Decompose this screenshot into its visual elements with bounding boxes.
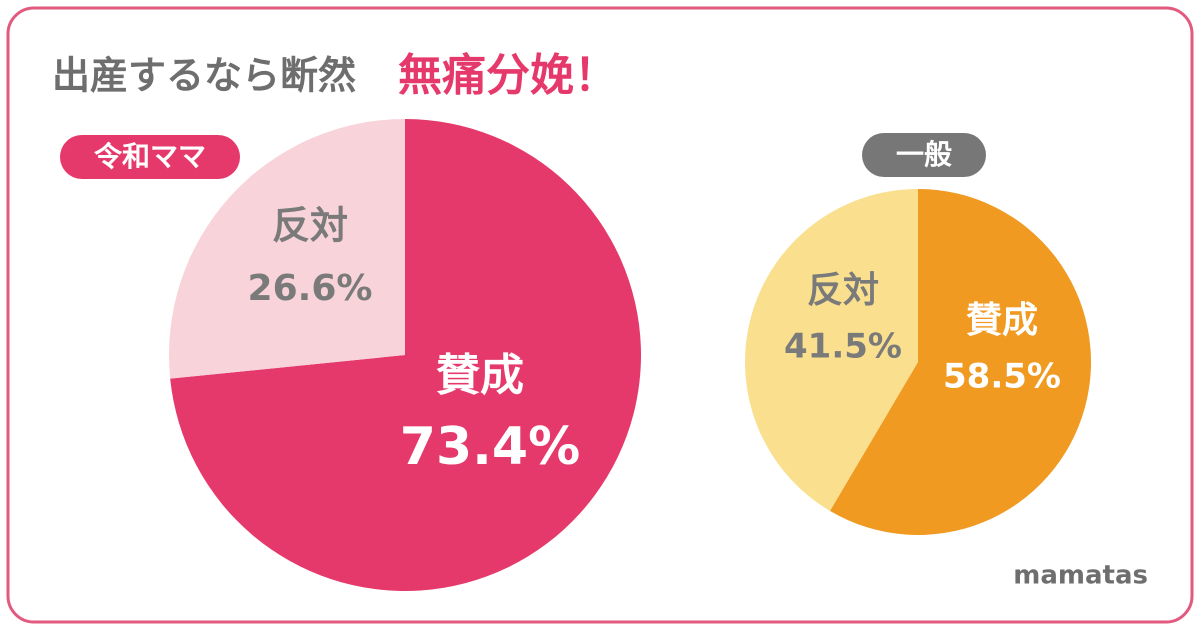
pie-slice — [168, 119, 405, 379]
slice-value-label: 73.4% — [400, 417, 580, 477]
slice-category: 反対 — [807, 270, 879, 311]
title-highlight: 無痛分娩！ — [398, 50, 618, 101]
pie-slice — [745, 189, 918, 511]
brand: mamatas — [1013, 561, 1148, 591]
slice-value-label: 41.5% — [784, 327, 902, 367]
slice-value-label: 58.5% — [943, 357, 1061, 397]
title: 出産するなら断然 — [52, 54, 356, 98]
group-label: 令和ママ — [94, 140, 206, 173]
pie-slice — [170, 119, 641, 591]
group-badge — [862, 133, 986, 177]
slice-category: 賛成 — [436, 350, 524, 401]
pie-slice — [829, 189, 1091, 535]
slice-category: 反対 — [272, 204, 348, 248]
group-label: 一般 — [896, 138, 952, 171]
slice-value-label: 26.6% — [248, 268, 373, 309]
group-badge — [60, 135, 240, 179]
slice-category: 賛成 — [966, 300, 1038, 341]
